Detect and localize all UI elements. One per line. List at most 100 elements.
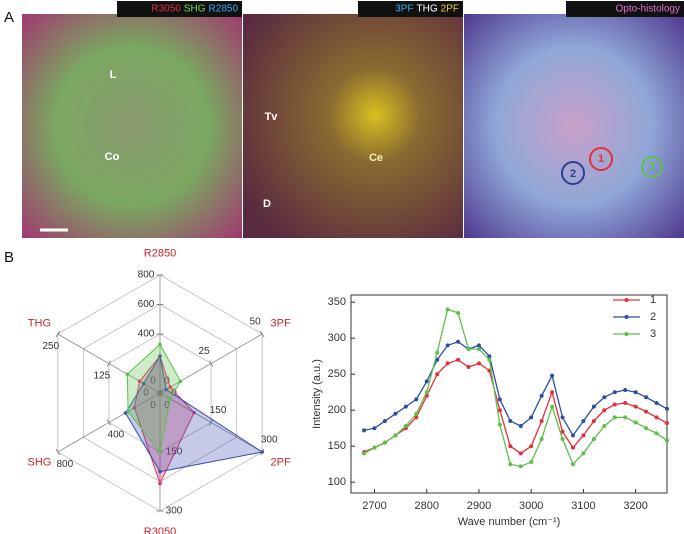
radar-point bbox=[260, 450, 264, 454]
series-point bbox=[550, 373, 555, 378]
legend-label: 2 bbox=[650, 311, 656, 323]
tick-mark bbox=[157, 389, 163, 397]
tick-label: 0 bbox=[164, 400, 170, 411]
y-axis-label: Intensity (a.u.) bbox=[311, 359, 323, 429]
series-point bbox=[497, 408, 502, 413]
tick-label: 0 bbox=[171, 388, 177, 399]
tick-label: 25 bbox=[199, 346, 211, 357]
tick-mark bbox=[208, 419, 214, 426]
axis-name: 2PF bbox=[270, 457, 290, 469]
image-annotation: Tv bbox=[265, 111, 279, 123]
y-tick-label: 150 bbox=[328, 440, 346, 452]
series-line bbox=[363, 359, 668, 455]
series-point bbox=[393, 433, 398, 438]
series-point bbox=[372, 445, 377, 450]
radar-point bbox=[158, 481, 162, 486]
series-point bbox=[414, 415, 419, 420]
image-header-text: R2850 bbox=[209, 4, 239, 15]
series-point bbox=[518, 424, 523, 429]
radar-point bbox=[168, 397, 173, 401]
series-point bbox=[456, 357, 461, 362]
panel-label: A bbox=[4, 9, 14, 26]
image-annotation: 2 bbox=[570, 168, 576, 180]
tick-mark bbox=[55, 448, 60, 456]
radar-point bbox=[178, 379, 183, 384]
y-tick-label: 350 bbox=[328, 296, 346, 308]
series-point bbox=[623, 401, 628, 405]
x-tick-label: 2900 bbox=[467, 500, 491, 512]
radar-point bbox=[164, 387, 168, 392]
series-point bbox=[612, 402, 617, 407]
series-point bbox=[445, 307, 450, 312]
tick-label: 0 bbox=[143, 388, 149, 399]
roi-circle bbox=[641, 156, 663, 178]
series-point bbox=[403, 404, 408, 409]
roi-circle bbox=[589, 147, 613, 171]
axis-name: R2850 bbox=[144, 248, 176, 260]
roi-circle bbox=[561, 161, 585, 185]
tick-label: 400 bbox=[138, 329, 155, 340]
series-point bbox=[414, 411, 419, 416]
radar-point bbox=[125, 372, 130, 376]
series-point bbox=[393, 411, 398, 416]
series-point bbox=[539, 419, 544, 423]
series-point bbox=[665, 421, 669, 426]
series-point bbox=[518, 464, 523, 469]
series-point bbox=[560, 437, 565, 441]
legend-label: 1 bbox=[650, 294, 656, 306]
series-point bbox=[518, 451, 523, 456]
series-point bbox=[665, 438, 669, 443]
series-point bbox=[487, 354, 492, 359]
axis-name: R3050 bbox=[144, 526, 176, 534]
series-point bbox=[654, 431, 659, 436]
series-point bbox=[445, 343, 450, 348]
legend-label: 3 bbox=[650, 328, 656, 340]
series-point bbox=[591, 437, 596, 441]
series-point bbox=[581, 419, 586, 423]
image-header-text: SHG bbox=[184, 4, 206, 15]
tick-mark bbox=[106, 360, 112, 367]
series-point bbox=[633, 390, 638, 395]
legend-marker bbox=[624, 332, 629, 336]
microscopy-image bbox=[243, 14, 463, 238]
series-point bbox=[550, 404, 555, 409]
series-point bbox=[644, 395, 649, 400]
image-header bbox=[358, 1, 463, 17]
image-annotation: D bbox=[263, 198, 271, 210]
series-point bbox=[424, 379, 429, 384]
radar-point bbox=[126, 409, 130, 414]
y-tick-label: 300 bbox=[328, 332, 346, 344]
series-point bbox=[654, 401, 659, 405]
series-point bbox=[476, 347, 481, 351]
axis-name: SHG bbox=[27, 457, 51, 469]
series-point bbox=[560, 429, 565, 434]
image-annotation: Ce bbox=[369, 152, 383, 164]
radar-point bbox=[158, 469, 162, 474]
series-point bbox=[476, 343, 481, 348]
tick-label: 800 bbox=[138, 270, 155, 281]
legend-marker bbox=[624, 298, 629, 302]
x-tick-label: 3100 bbox=[571, 500, 595, 512]
image-header bbox=[566, 1, 684, 17]
radar-point bbox=[158, 450, 162, 454]
series-point bbox=[487, 357, 492, 362]
x-tick-label: 2800 bbox=[414, 500, 438, 512]
tick-label: 150 bbox=[166, 447, 183, 458]
tick-label: 0 bbox=[150, 376, 156, 387]
tick-label: 400 bbox=[108, 429, 125, 440]
series-point bbox=[382, 419, 387, 423]
series-point bbox=[403, 424, 408, 429]
series-point bbox=[591, 419, 596, 423]
tick-label: 0 bbox=[150, 400, 156, 411]
image-annotation: Co bbox=[105, 151, 120, 163]
tick-mark bbox=[260, 330, 265, 338]
series-point bbox=[435, 350, 440, 355]
tick-label: 0 bbox=[164, 376, 170, 387]
series-point bbox=[665, 406, 669, 411]
series-point bbox=[570, 445, 575, 450]
panel-a: A bbox=[4, 1, 684, 238]
radar-point bbox=[141, 381, 146, 386]
series-point bbox=[372, 426, 377, 431]
tick-label: 600 bbox=[138, 299, 155, 310]
tick-mark bbox=[55, 330, 60, 338]
